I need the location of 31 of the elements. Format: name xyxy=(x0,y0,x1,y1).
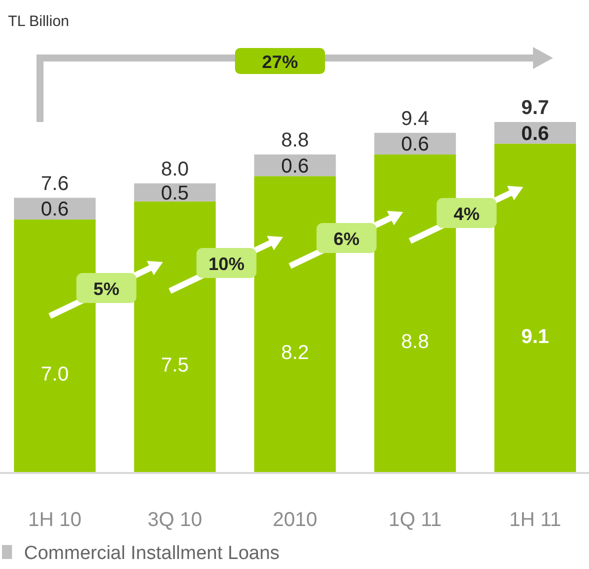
data-label: 9.1 xyxy=(521,326,550,348)
total-label: 8.0 xyxy=(161,158,189,180)
bar xyxy=(14,198,96,220)
text: 27% xyxy=(262,52,298,72)
data-label: 0.6 xyxy=(40,198,69,221)
x-tick-label: 1H 11 xyxy=(509,509,562,531)
bar xyxy=(254,154,336,176)
data-label: 7.5 xyxy=(161,354,189,377)
total-label: 9.4 xyxy=(401,108,429,130)
data-label: 8.2 xyxy=(281,342,309,364)
total-label: 8.8 xyxy=(281,129,309,152)
data-label: 0.6 xyxy=(401,134,429,156)
data-label: 0.5 xyxy=(161,182,189,204)
x-tick-label: 3Q 10 xyxy=(148,509,202,531)
bar xyxy=(374,132,456,154)
annotation: 10% xyxy=(208,254,244,274)
total-label: 7.6 xyxy=(40,172,69,195)
bar xyxy=(494,144,576,472)
annotation: 6% xyxy=(334,229,360,249)
text: TL Billion xyxy=(8,13,70,30)
data-label: 8.8 xyxy=(401,331,429,354)
legend-label: Commercial Installment Loans xyxy=(24,543,280,564)
total-label: 9.7 xyxy=(521,97,550,119)
data-label: 0.6 xyxy=(281,155,309,178)
x-tick-label: 2010 xyxy=(272,509,318,531)
x-tick-label: 1Q 11 xyxy=(388,509,442,531)
data-label: 7.0 xyxy=(40,364,69,386)
annotation: 4% xyxy=(454,204,480,224)
data-label: 0.6 xyxy=(521,122,550,145)
annotation: 5% xyxy=(93,279,120,299)
x-tick-label: 1H 10 xyxy=(28,509,82,531)
